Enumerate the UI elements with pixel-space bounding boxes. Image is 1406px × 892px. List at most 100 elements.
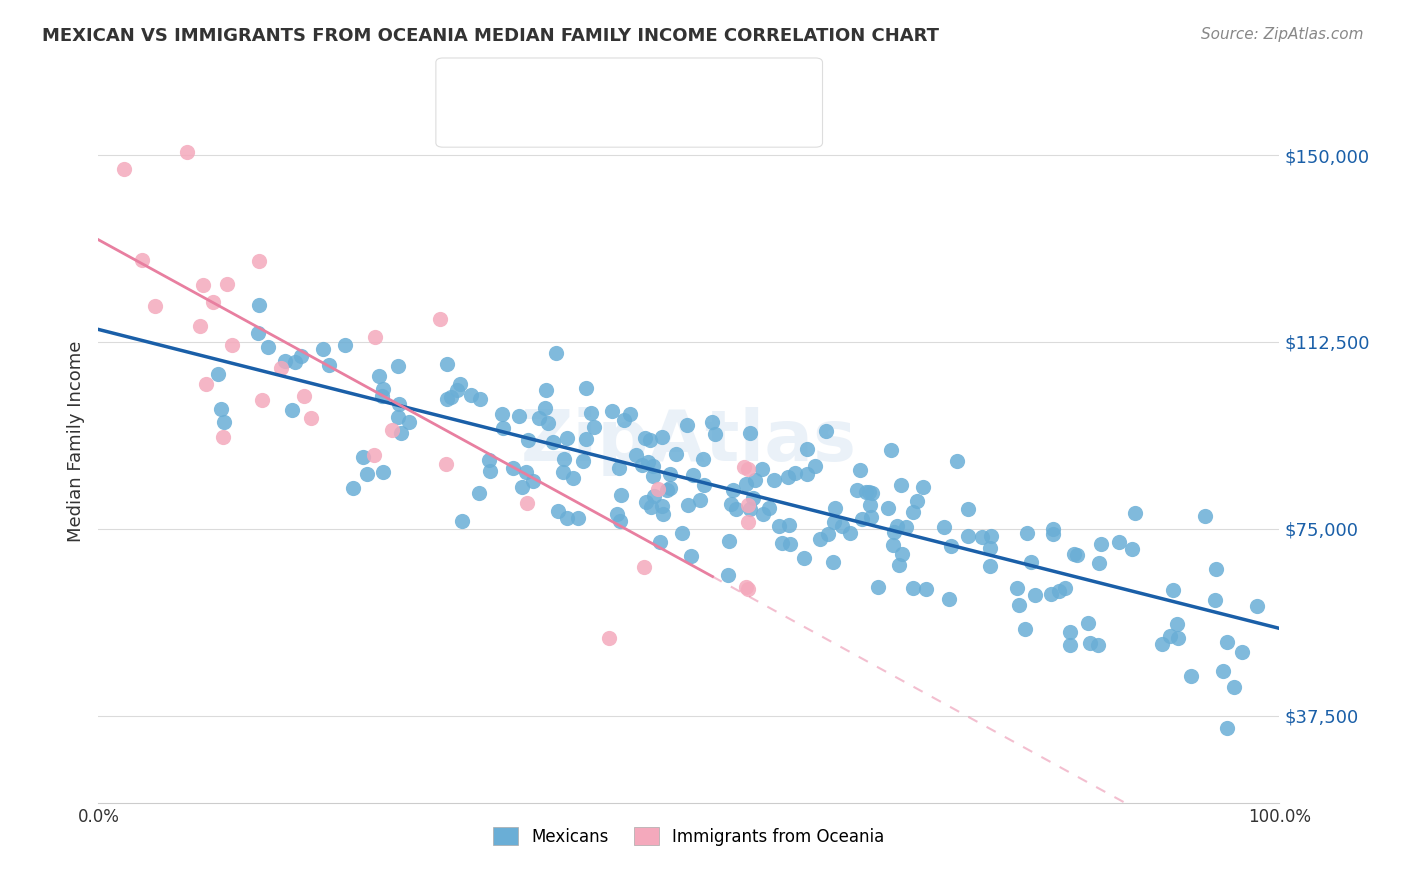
Point bbox=[606, 508, 628, 522]
Point bbox=[555, 511, 578, 525]
Point bbox=[470, 392, 492, 407]
Point bbox=[724, 502, 747, 516]
Point bbox=[387, 359, 409, 374]
Point bbox=[215, 277, 238, 291]
Text: R =: R = bbox=[496, 109, 536, 127]
Point bbox=[491, 407, 513, 421]
Point bbox=[387, 397, 409, 411]
Text: MEXICAN VS IMMIGRANTS FROM OCEANIA MEDIAN FAMILY INCOME CORRELATION CHART: MEXICAN VS IMMIGRANTS FROM OCEANIA MEDIA… bbox=[42, 27, 939, 45]
Point bbox=[859, 498, 882, 512]
Point bbox=[945, 454, 967, 468]
Point bbox=[638, 434, 661, 448]
Point bbox=[533, 401, 555, 416]
Point bbox=[957, 529, 980, 543]
Point bbox=[250, 392, 273, 407]
Point bbox=[1180, 669, 1202, 683]
Point bbox=[131, 252, 153, 267]
Point bbox=[256, 340, 278, 354]
Point bbox=[502, 460, 524, 475]
Point bbox=[855, 484, 877, 499]
Point bbox=[515, 466, 537, 480]
Point bbox=[368, 369, 391, 384]
Point bbox=[905, 494, 928, 508]
Point bbox=[1066, 549, 1088, 563]
Point bbox=[1054, 581, 1077, 595]
Point bbox=[516, 433, 538, 447]
Point bbox=[1087, 556, 1109, 570]
Point bbox=[634, 495, 657, 509]
Text: -0.943: -0.943 bbox=[534, 76, 599, 94]
Point bbox=[643, 489, 665, 503]
Point bbox=[562, 471, 585, 485]
Point bbox=[207, 368, 229, 382]
Point bbox=[389, 426, 412, 441]
Point bbox=[247, 298, 270, 312]
Point bbox=[703, 427, 725, 442]
Point bbox=[814, 424, 837, 438]
Point bbox=[640, 500, 662, 514]
Point bbox=[1216, 634, 1239, 648]
Point bbox=[846, 483, 869, 497]
Point bbox=[637, 455, 659, 469]
Point bbox=[1087, 638, 1109, 652]
Point bbox=[738, 426, 761, 441]
Point bbox=[741, 491, 763, 506]
Point bbox=[145, 299, 167, 313]
Point bbox=[858, 484, 880, 499]
Point bbox=[478, 464, 501, 478]
Point bbox=[734, 459, 756, 474]
Point bbox=[436, 357, 458, 371]
Point bbox=[880, 443, 903, 458]
Point bbox=[551, 465, 574, 479]
Point bbox=[776, 469, 799, 483]
Point bbox=[609, 514, 631, 528]
Point bbox=[1125, 506, 1147, 520]
Point bbox=[522, 475, 544, 489]
Point bbox=[734, 580, 756, 594]
Point bbox=[889, 558, 911, 572]
Point bbox=[1232, 645, 1254, 659]
Point bbox=[364, 330, 387, 344]
Point bbox=[446, 383, 468, 397]
Point bbox=[1223, 680, 1246, 694]
Point bbox=[891, 547, 914, 561]
Point bbox=[212, 430, 235, 444]
Point bbox=[718, 533, 741, 548]
Point bbox=[274, 354, 297, 368]
Point bbox=[665, 447, 688, 461]
Point bbox=[529, 410, 551, 425]
Point bbox=[1019, 555, 1042, 569]
Point bbox=[651, 499, 673, 513]
Point bbox=[1078, 636, 1101, 650]
Point bbox=[979, 541, 1001, 555]
Point bbox=[883, 525, 905, 540]
Point bbox=[553, 452, 575, 467]
Point bbox=[903, 506, 925, 520]
Point bbox=[779, 537, 801, 551]
Point bbox=[692, 478, 714, 492]
Point bbox=[537, 417, 560, 431]
Point bbox=[610, 488, 633, 502]
Point bbox=[619, 408, 641, 422]
Point bbox=[209, 401, 232, 416]
Point bbox=[247, 326, 270, 341]
Text: N =: N = bbox=[602, 76, 641, 94]
Point bbox=[894, 519, 917, 533]
Point bbox=[866, 580, 889, 594]
Point bbox=[659, 481, 682, 495]
Point bbox=[547, 504, 569, 518]
Point bbox=[647, 482, 669, 496]
Point bbox=[356, 467, 378, 482]
Point bbox=[770, 535, 793, 549]
Y-axis label: Median Family Income: Median Family Income bbox=[66, 341, 84, 542]
Point bbox=[860, 509, 883, 524]
Point bbox=[478, 453, 501, 467]
Point bbox=[342, 481, 364, 495]
Point bbox=[1204, 592, 1226, 607]
Point bbox=[758, 501, 780, 516]
Point bbox=[188, 318, 211, 333]
Point bbox=[429, 312, 451, 326]
Point bbox=[335, 338, 357, 352]
Point bbox=[582, 420, 605, 434]
Point bbox=[970, 530, 993, 544]
